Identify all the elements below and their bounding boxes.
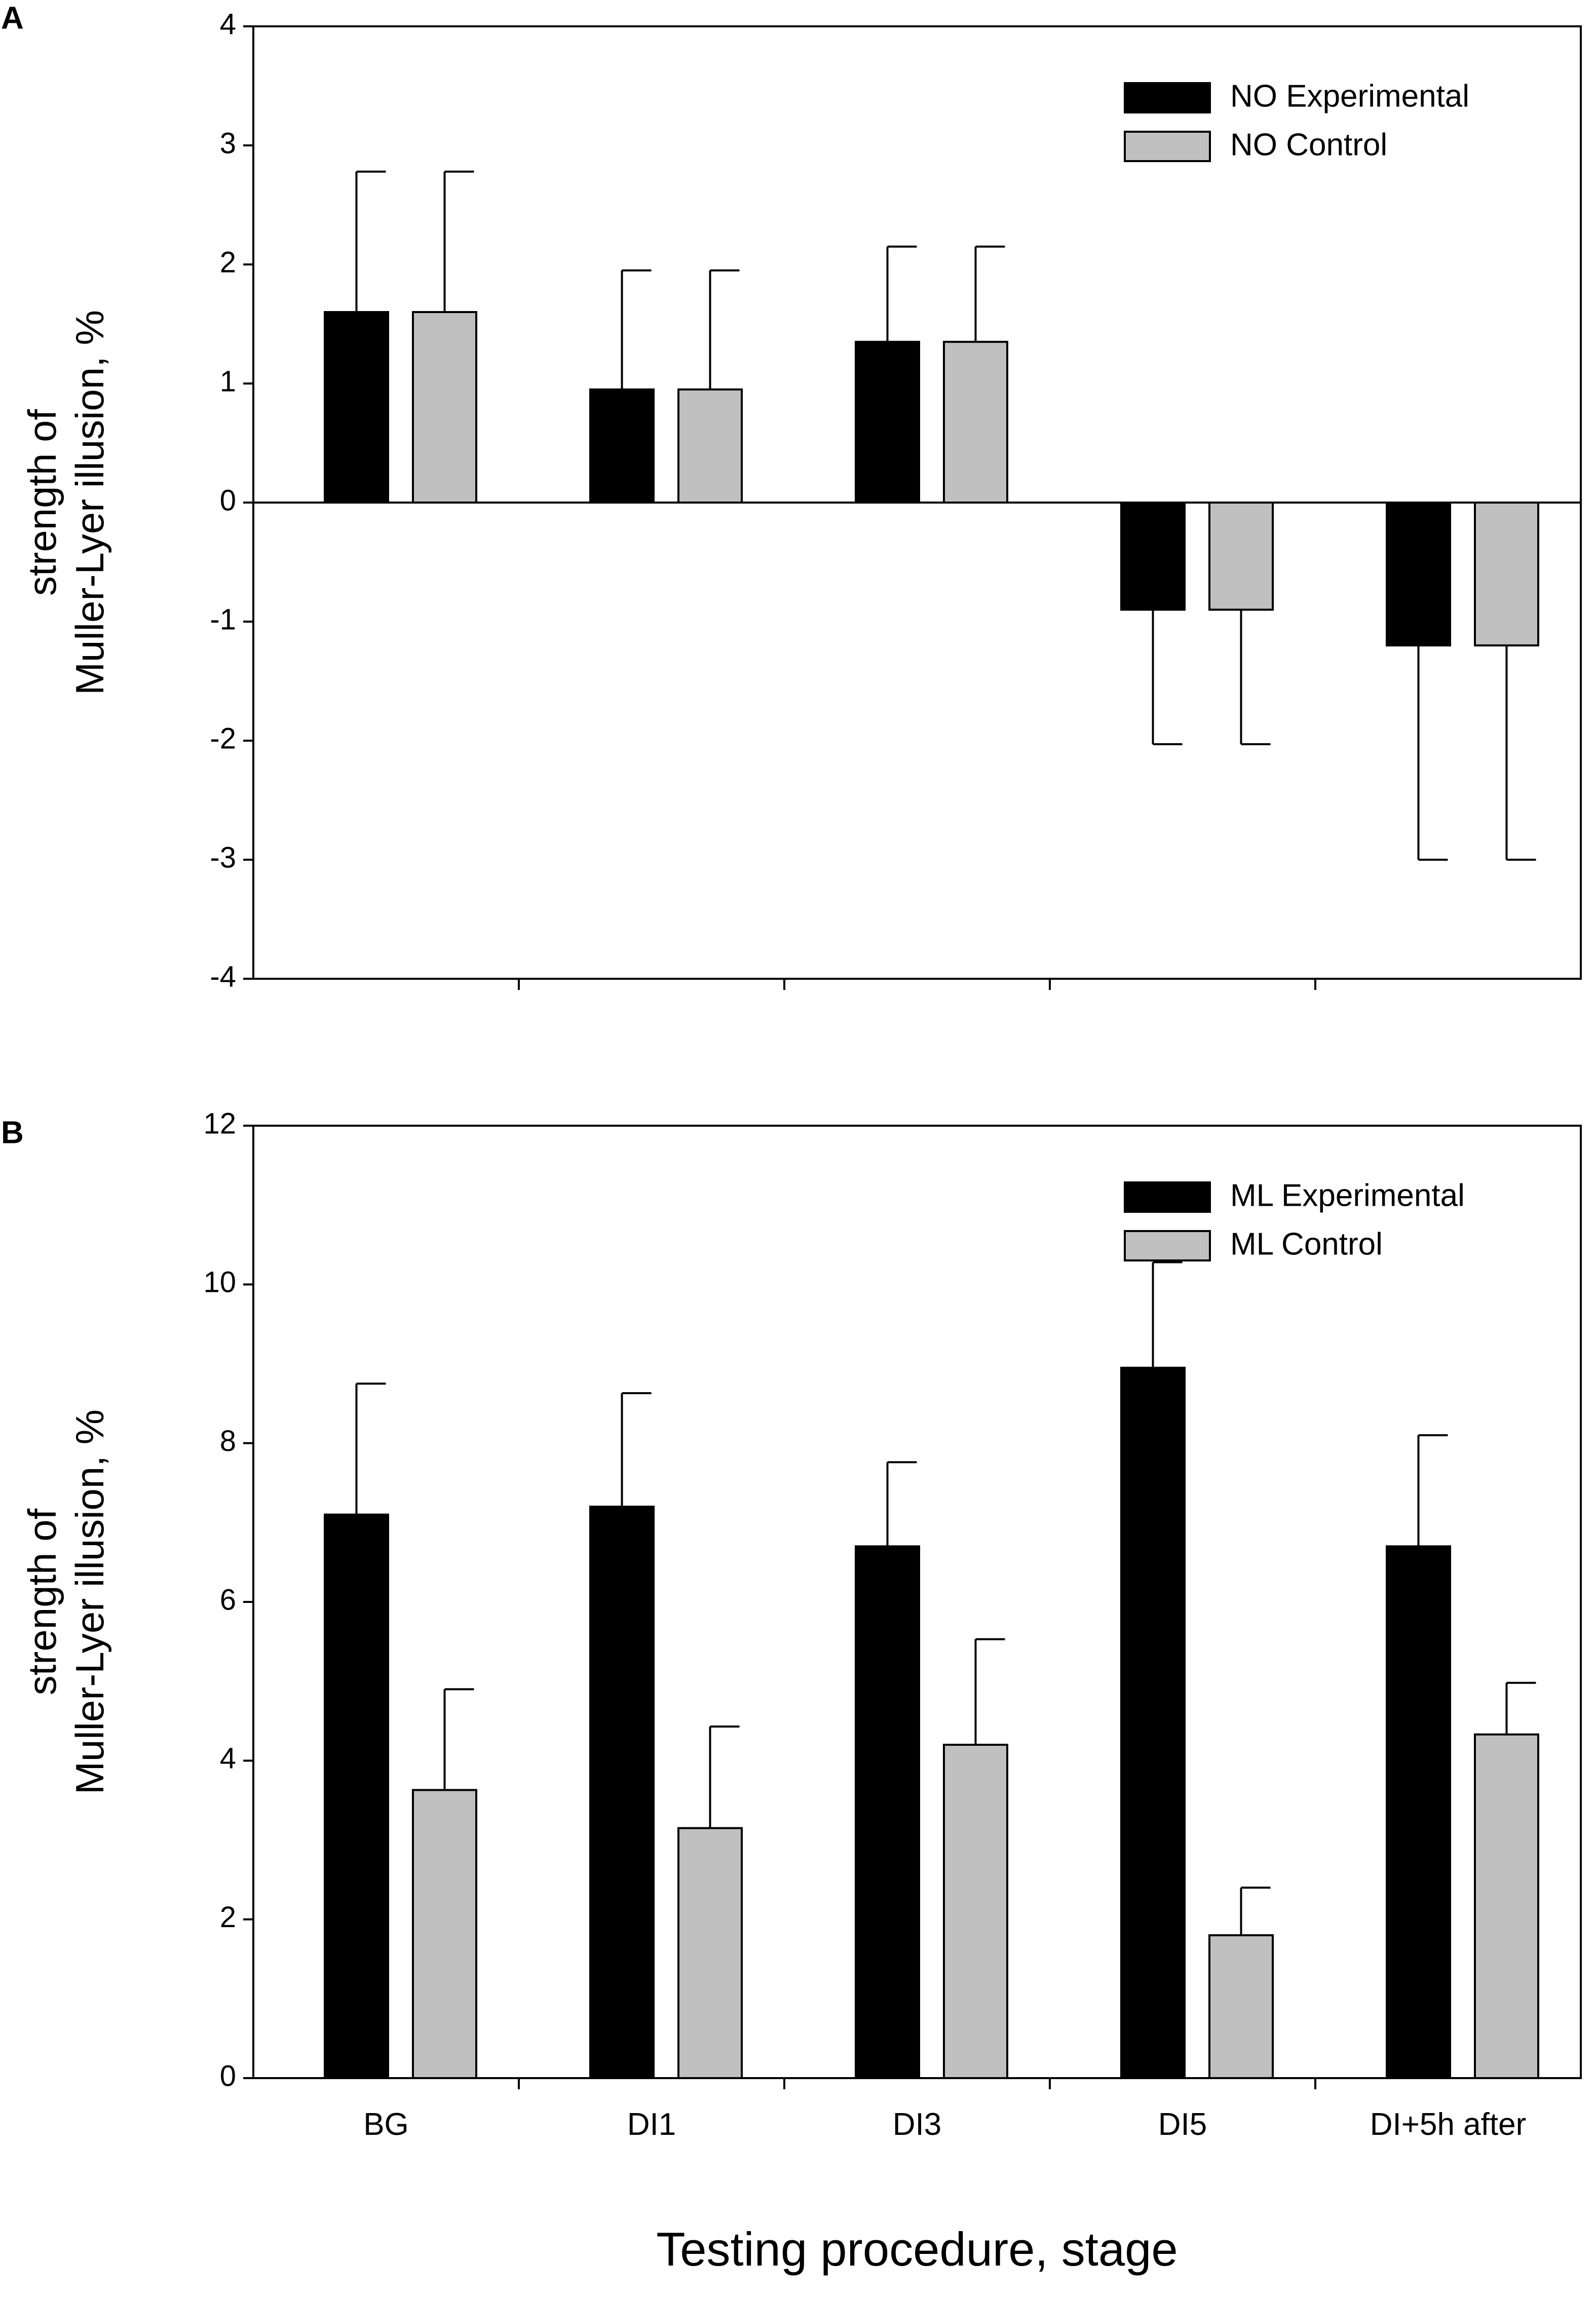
control-bar [1208, 502, 1274, 611]
legend-label: ML Control [1230, 1227, 1383, 1261]
y-tick-label: 12 [203, 1107, 236, 1140]
legend-swatch [1124, 1230, 1211, 1261]
panel-letter: B [1, 1115, 24, 1150]
legend-swatch [1124, 82, 1211, 113]
y-axis-label-line: strength of [20, 409, 64, 596]
y-tick-label: -2 [210, 722, 236, 755]
legend-label: ML Experimental [1230, 1178, 1465, 1213]
panel-letter: A [1, 1, 24, 35]
x-category-label: BG [363, 2107, 409, 2142]
y-tick-label: 2 [220, 1901, 236, 1934]
experimental-bar [324, 311, 389, 504]
y-tick-label: 0 [220, 2059, 236, 2092]
y-tick-label: 2 [220, 246, 236, 279]
legend-swatch [1124, 1181, 1211, 1213]
x-category-label: DI1 [627, 2107, 676, 2142]
control-bar [677, 1827, 743, 2079]
experimental-bar [589, 388, 655, 504]
control-bar [1474, 502, 1539, 646]
panel-b: B 0 2 4 6 8 10 12 BG DI1 DI3 DI5 DI+5h after strength… [1, 1107, 1582, 2276]
y-axis-label-line: Muller-Lyer illusion, % [67, 310, 112, 695]
experimental-bar [855, 1545, 920, 2079]
control-bar [412, 311, 477, 504]
legend-label: NO Experimental [1230, 79, 1469, 113]
control-bar [1474, 1733, 1539, 2079]
legend-label: NO Control [1230, 127, 1387, 162]
y-axis-label-line: Muller-Lyer illusion, % [67, 1409, 112, 1794]
y-tick-label: 6 [220, 1583, 236, 1616]
y-tick-label: -4 [210, 960, 236, 993]
experimental-bar [1386, 502, 1451, 646]
x-category-label: DI3 [893, 2107, 941, 2142]
y-tick-label: 4 [220, 1742, 236, 1775]
y-axis-label: strength ofMuller-Lyer illusion, % [20, 310, 112, 695]
experimental-bar [589, 1506, 655, 2079]
y-tick-label: 0 [220, 484, 236, 517]
panel-a: A -4 -3 -2 -1 0 1 2 3 4 strength ofMuller-Lyer ill… [1, 1, 1582, 993]
x-axis-label: Testing procedure, stage [656, 2223, 1177, 2276]
y-tick-label: 1 [220, 365, 236, 398]
y-axis-label-line: strength of [20, 1508, 64, 1695]
y-tick-label: 4 [220, 8, 236, 41]
y-tick-label: -1 [210, 603, 236, 636]
x-category-label: DI+5h after [1370, 2107, 1526, 2142]
y-tick-label: -3 [210, 841, 236, 874]
control-bar [943, 340, 1008, 504]
y-tick-label: 10 [203, 1266, 236, 1299]
y-axis-label: strength ofMuller-Lyer illusion, % [20, 1409, 112, 1794]
legend-swatch [1124, 131, 1211, 162]
control-bar [412, 1789, 477, 2080]
y-tick-label: 8 [220, 1425, 236, 1458]
experimental-bar [1120, 1366, 1186, 2079]
control-bar [1208, 1934, 1274, 2079]
y-tick-label: 3 [220, 127, 236, 160]
x-category-label: DI5 [1158, 2107, 1207, 2142]
experimental-bar [855, 340, 920, 504]
control-bar [677, 388, 743, 504]
control-bar [943, 1744, 1008, 2079]
experimental-bar [1120, 502, 1186, 611]
experimental-bar [324, 1513, 389, 2080]
experimental-bar [1386, 1545, 1451, 2079]
